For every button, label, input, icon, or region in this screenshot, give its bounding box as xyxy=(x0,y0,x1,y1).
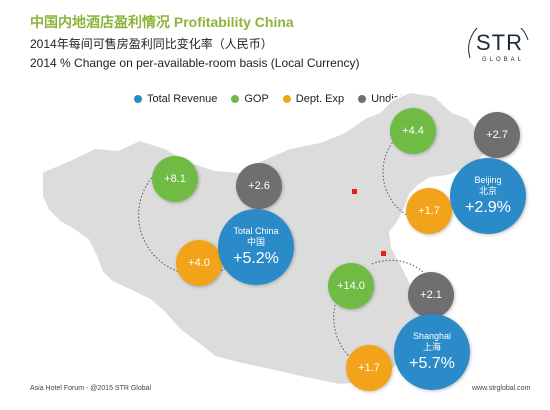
logo-tagline: GLOBAL xyxy=(482,57,525,63)
beijing-marker xyxy=(352,189,357,194)
city-name-zh: 北京 xyxy=(478,186,497,196)
shanghai-undist-exp-bubble: +2.1 xyxy=(408,272,454,318)
city-name-zh: 中国 xyxy=(246,237,265,247)
legend-label: Dept. Exp xyxy=(295,93,345,105)
footer-copyright: Asia Hotel Forum - @2015 STR Global xyxy=(30,385,152,392)
total-revenue-value: +5.2% xyxy=(233,250,279,267)
legend-swatch xyxy=(134,95,142,103)
legend-label: Total Revenue xyxy=(147,93,218,105)
legend: Total Revenue GOP Dept. Exp Undist. Exp xyxy=(134,93,427,105)
undist-exp-value: +2.7 xyxy=(486,129,508,141)
shanghai-connector-arc-right xyxy=(371,259,442,321)
dept-exp-value: +1.7 xyxy=(358,362,380,374)
page-title: 中国内地酒店盈利情况 Profitability China xyxy=(30,14,294,30)
shanghai-dept-exp-bubble: +1.7 xyxy=(346,345,392,391)
gop-value: +8.1 xyxy=(164,173,186,185)
total-revenue-value: +2.9% xyxy=(465,199,511,216)
gop-value: +4.4 xyxy=(402,125,424,137)
legend-label: GOP xyxy=(244,93,269,105)
beijing-gop-bubble: +4.4 xyxy=(390,108,436,154)
logo-name: STR xyxy=(476,30,523,55)
str-logo-ring xyxy=(468,28,529,59)
shanghai-marker xyxy=(381,251,386,256)
city-name-en: Shanghai xyxy=(412,331,452,341)
dept-exp-value: +4.0 xyxy=(188,257,210,269)
city-name-zh: 上海 xyxy=(422,342,441,352)
legend-item-total-revenue: Total Revenue xyxy=(134,93,217,105)
city-name-en: Total China xyxy=(233,226,279,236)
legend-item-dept-exp: Dept. Exp xyxy=(282,93,345,105)
legend-swatch xyxy=(358,95,367,103)
footer-website: www.strglobal.com xyxy=(472,385,531,392)
shanghai-total-revenue-bubble: Shanghai 上海 +5.7% xyxy=(394,314,470,390)
china-gop-bubble: +8.1 xyxy=(152,156,198,202)
beijing-undist-exp-bubble: +2.7 xyxy=(474,112,520,158)
china-total-revenue-bubble: Total China 中国 +5.2% xyxy=(218,209,294,285)
china-dept-exp-bubble: +4.0 xyxy=(176,240,222,286)
total-revenue-value: +5.7% xyxy=(409,355,455,372)
undist-exp-value: +2.1 xyxy=(420,289,442,301)
china-connector-arc xyxy=(138,157,260,276)
subtitle-chinese: 2014年每间可售房盈利同比变化率（人民币） xyxy=(30,37,273,51)
beijing-dept-exp-bubble: +1.7 xyxy=(406,188,452,234)
undist-exp-value: +2.6 xyxy=(248,180,270,192)
legend-swatch xyxy=(231,95,240,103)
dept-exp-value: +1.7 xyxy=(418,205,440,217)
china-undist-exp-bubble: +2.6 xyxy=(236,163,282,209)
city-name-en: Beijing xyxy=(474,175,502,185)
shanghai-gop-bubble: +14.0 xyxy=(328,263,374,309)
legend-item-gop: GOP xyxy=(231,93,269,105)
beijing-total-revenue-bubble: Beijing 北京 +2.9% xyxy=(450,158,526,234)
gop-value: +14.0 xyxy=(337,280,365,292)
legend-swatch xyxy=(282,95,291,103)
subtitle-english: 2014 % Change on per-available-room basi… xyxy=(30,56,360,70)
